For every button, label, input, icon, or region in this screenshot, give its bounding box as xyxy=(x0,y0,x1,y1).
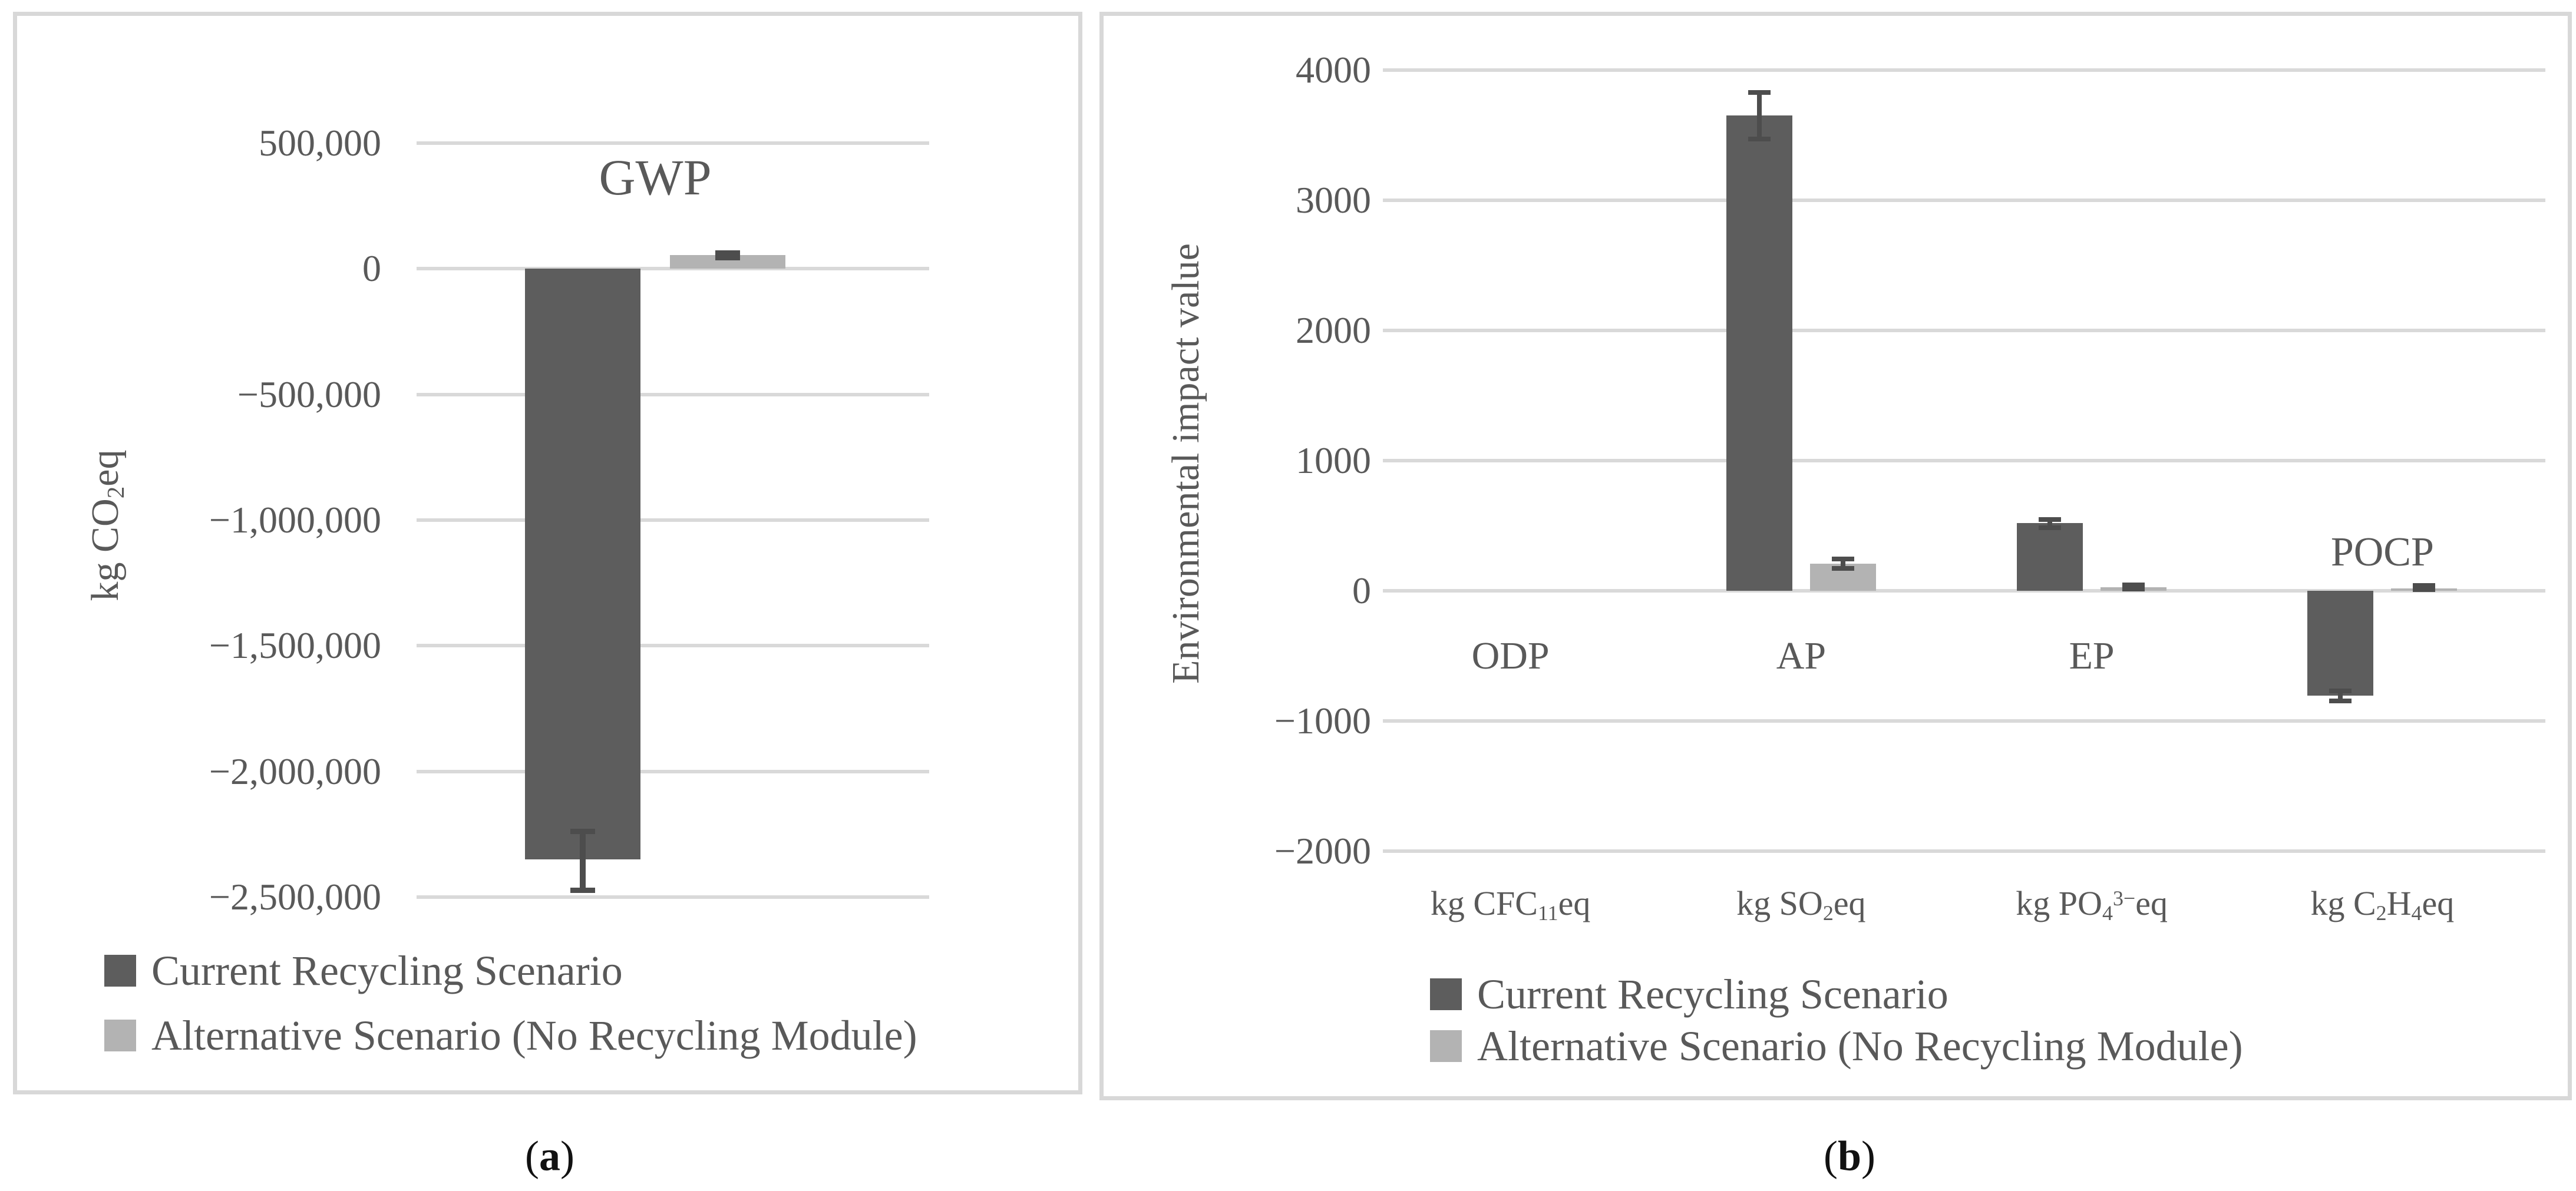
legend-swatch-light xyxy=(104,1020,136,1051)
caption-a-close: ) xyxy=(560,1132,574,1180)
y-tick-label: 0 xyxy=(1352,570,1371,611)
gridline-3000 xyxy=(1383,198,2545,202)
bar-GWP-alternative xyxy=(670,254,785,269)
y-tick-label: −1,000,000 xyxy=(209,499,381,541)
gridline--2500000 xyxy=(417,895,929,899)
panel-a: kg CO2eq 500,000 0 −500,000 −1,000,000 −1,50… xyxy=(13,12,1082,1094)
legend-item-current: Current Recycling Scenario xyxy=(104,950,623,992)
y-tick-label: −2,500,000 xyxy=(209,876,381,918)
legend-item-alternative: Alternative Scenario (No Recycling Modul… xyxy=(1430,1025,2243,1067)
y-tick-label: −1,500,000 xyxy=(209,624,381,667)
error-bar-cap xyxy=(2413,587,2436,592)
error-bar-cap xyxy=(2039,525,2062,530)
error-bar-cap xyxy=(2329,698,2352,703)
error-bar-line xyxy=(1840,558,1845,569)
error-bar-cap xyxy=(2039,517,2062,522)
y-tick-label: 4000 xyxy=(1296,49,1371,91)
bar-AP-current xyxy=(1726,115,1792,591)
y-tick-label: 500,000 xyxy=(259,122,381,164)
caption-b: (b) xyxy=(1824,1132,1875,1181)
panel-b: Environmental impact value 4000 3000 2000 1… xyxy=(1099,12,2572,1100)
unit-label-POCP: kg C2H4eq xyxy=(2310,884,2455,925)
error-bar-line xyxy=(2338,690,2343,701)
gridline-1000 xyxy=(1383,459,2545,462)
unit-label-ODP: kg CFC11eq xyxy=(1430,884,1591,925)
unit-label-AP: kg SO2eq xyxy=(1736,884,1866,925)
category-label-ODP: ODP xyxy=(1471,634,1550,677)
caption-a: (a) xyxy=(525,1132,574,1181)
caption-a-open: ( xyxy=(525,1132,539,1180)
gridline-2000 xyxy=(1383,329,2545,332)
category-label-AP: AP xyxy=(1776,634,1827,677)
legend-label: Alternative Scenario (No Recycling Modul… xyxy=(1477,1023,2243,1070)
error-bar-line xyxy=(1756,92,1762,140)
error-bar-cap xyxy=(1748,90,1771,95)
gridline--1500000 xyxy=(417,644,929,648)
category-label-EP: EP xyxy=(2069,634,2115,677)
error-bar-cap xyxy=(1831,556,1854,561)
legend-swatch-light xyxy=(1430,1030,1462,1062)
error-bar-cap xyxy=(2413,583,2436,588)
category-label-GWP: GWP xyxy=(599,149,712,206)
gridline-4000 xyxy=(1383,68,2545,72)
gridline--1000000 xyxy=(417,518,929,522)
bar-EP-current xyxy=(2017,523,2083,591)
y-tick-label: −2,000,000 xyxy=(209,750,381,792)
legend-label: Current Recycling Scenario xyxy=(151,947,623,994)
gridline-500000 xyxy=(417,141,929,145)
error-bar-cap xyxy=(715,250,740,256)
caption-b-close: ) xyxy=(1861,1132,1876,1180)
legend-item-current: Current Recycling Scenario xyxy=(1430,973,1948,1015)
gridline-0 xyxy=(417,267,929,271)
error-bar-cap xyxy=(1748,137,1771,142)
y-tick-label: −500,000 xyxy=(237,373,381,415)
category-label-POCP: POCP xyxy=(2330,530,2434,575)
unit-label-EP: kg PO43−eq xyxy=(2016,884,2168,925)
gridline--1000 xyxy=(1383,719,2545,723)
legend-swatch-dark xyxy=(104,955,136,987)
gridline--500000 xyxy=(417,392,929,396)
error-bar-cap xyxy=(2122,583,2145,588)
caption-b-open: ( xyxy=(1823,1132,1838,1180)
legend-swatch-dark xyxy=(1430,978,1462,1010)
y-tick-label: 2000 xyxy=(1296,309,1371,351)
error-bar-cap xyxy=(2329,688,2352,693)
y-tick-label: −2000 xyxy=(1274,830,1371,872)
error-bar-cap xyxy=(2122,586,2145,591)
legend-label: Current Recycling Scenario xyxy=(1477,971,1948,1018)
bar-GWP-current xyxy=(525,269,640,859)
y-tick-label: −1000 xyxy=(1274,700,1371,742)
error-bar-cap xyxy=(1831,566,1854,571)
error-bar-cap xyxy=(570,829,595,835)
bar-POCP-current xyxy=(2307,591,2374,696)
legend-label: Alternative Scenario (No Recycling Modul… xyxy=(151,1012,917,1059)
y-tick-label: 0 xyxy=(362,247,381,290)
error-bar-cap xyxy=(715,254,740,260)
caption-a-letter: a xyxy=(539,1132,560,1180)
error-bar-line xyxy=(2047,520,2053,528)
y-tick-label: 3000 xyxy=(1296,179,1371,221)
gridline-0 xyxy=(1383,589,2545,593)
error-bar-line xyxy=(580,831,586,891)
gridline--2000 xyxy=(1383,849,2545,853)
legend-item-alternative: Alternative Scenario (No Recycling Modul… xyxy=(104,1014,917,1057)
y-tick-label: 1000 xyxy=(1296,439,1371,481)
gridline--2000000 xyxy=(417,769,929,773)
caption-b-letter: b xyxy=(1837,1132,1862,1180)
error-bar-cap xyxy=(570,887,595,893)
